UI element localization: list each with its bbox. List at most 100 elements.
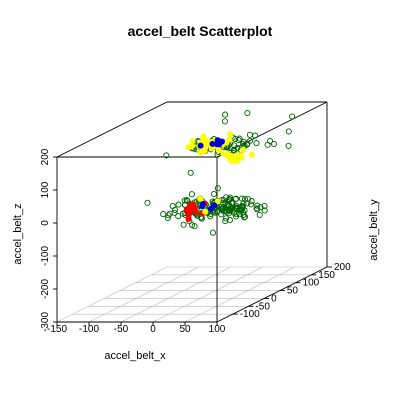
data-point [222,215,230,222]
data-point [222,218,229,225]
y-tick-label: 0 [271,293,277,304]
data-point [197,195,204,202]
data-point [187,169,194,176]
y-tick-label: 150 [318,270,335,281]
data-point [183,197,190,204]
data-point [233,205,240,212]
data-point [213,141,220,148]
data-point [247,201,255,208]
data-point [270,140,277,148]
z-tick-label: -200 [40,279,51,299]
grid-line [152,266,264,323]
data-point [238,195,245,202]
data-point [197,142,204,149]
data-point [214,185,221,192]
y-tick-label: 50 [287,286,299,297]
data-point [246,137,254,144]
z-tick-label: -300 [40,312,51,332]
data-point [257,204,264,211]
data-point [202,137,209,144]
y-tick-label: -50 [255,301,270,312]
data-point [235,137,242,144]
data-point [226,130,233,137]
chart-title: accel_belt Scatterplot [128,23,273,39]
data-point [171,209,178,216]
data-point [197,149,204,156]
data-point [228,157,235,164]
data-point [248,151,255,158]
data-point [233,152,240,159]
data-point [225,210,232,217]
x-tick-label: -150 [47,324,67,335]
y-tick-label: -100 [240,309,260,320]
data-points [144,109,296,236]
data-point [240,146,247,153]
data-point [164,214,171,222]
data-point [189,138,196,145]
data-point [175,201,182,208]
x-tick-label: 100 [209,324,226,335]
z-tick-label: 100 [40,181,51,198]
data-point [218,138,225,145]
data-point [160,211,167,218]
z-tick-label: 0 [40,220,51,226]
data-point [163,152,170,159]
data-point [232,135,239,143]
x-tick-label: 0 [150,324,156,335]
z-axis-label: accel_belt_z [12,203,24,264]
box-edge [56,101,168,158]
data-point [254,202,261,209]
data-point [261,207,268,214]
data-point [183,206,190,213]
data-point [209,229,216,236]
data-point [207,205,215,212]
grid-line [120,266,232,323]
data-point [254,206,261,213]
data-point [175,213,182,220]
x-axis-ticks: -150 -100 -50 0 50 100 [47,322,226,335]
data-point [239,202,246,209]
data-point [253,140,260,147]
data-point [241,196,249,203]
data-point [202,208,209,215]
data-point [230,146,237,153]
data-point [252,132,259,139]
box-edge [216,266,328,323]
data-point [217,204,224,211]
data-point [185,211,192,219]
data-point [244,109,251,117]
data-point [240,140,247,147]
data-point [236,135,243,142]
data-point [214,198,221,205]
data-point [188,191,195,198]
data-point [144,199,151,206]
x-tick-label: 50 [179,324,191,335]
y-tick-label: 200 [334,262,351,273]
x-tick-label: -50 [114,324,129,335]
z-axis-ticks: -300 -200 -100 0 100 200 [40,148,57,332]
grid-line [88,266,200,323]
z-tick-label: -100 [40,246,51,266]
data-point [180,221,187,228]
data-point [261,202,268,210]
data-point [246,131,253,138]
data-point [234,144,241,151]
data-point [285,128,292,135]
data-point [232,196,239,203]
data-point [285,142,292,149]
data-point [222,111,229,118]
data-point [253,205,260,212]
data-point [240,211,247,218]
data-point [189,201,196,208]
data-point [185,143,192,151]
data-point [165,212,172,219]
data-point [221,118,229,125]
grid-line [184,266,296,323]
data-point [207,213,214,220]
data-point [243,141,250,148]
data-point [199,201,206,208]
data-point [225,197,232,204]
x-axis-label: accel_belt_x [104,350,166,362]
